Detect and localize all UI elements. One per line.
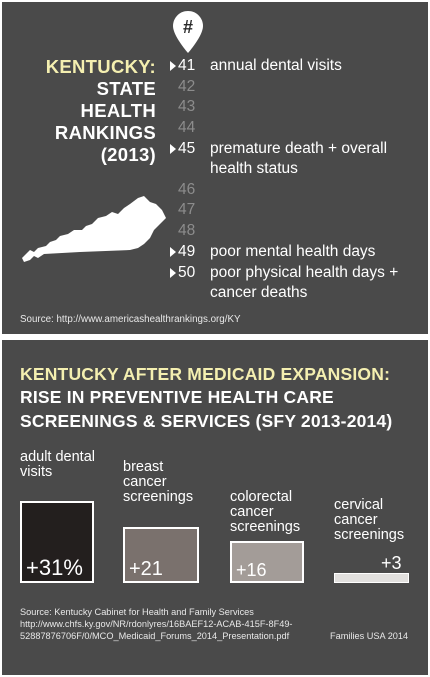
ranking-number: 45 — [178, 139, 196, 157]
ranking-row: 45 premature death + overall health statu… — [168, 139, 418, 180]
ranking-row: 42 — [168, 77, 418, 98]
pin-glyph: # — [183, 17, 193, 37]
bar-category-label: cervical cancer screenings — [334, 497, 405, 543]
ranking-row: 48 — [168, 221, 418, 242]
rankings-source: Source: http://www.americashealthranking… — [20, 314, 241, 325]
ranking-number: 43 — [178, 98, 196, 116]
credit: Families USA 2014 — [330, 631, 409, 641]
title-line-state-name: KENTUCKY: — [45, 56, 156, 77]
arrow-right-icon — [170, 143, 176, 154]
ranking-number: 50 — [178, 263, 196, 281]
bar — [230, 541, 304, 583]
ranking-row: 50 poor physical health days + cancer dea… — [168, 263, 418, 301]
map-pin-icon: # — [173, 11, 203, 53]
bar-category-label: adult dental visits — [20, 449, 95, 480]
title-line: (2013) — [100, 144, 156, 165]
ranking-label: premature death + overall health status — [210, 139, 388, 177]
bar-category-label: breast cancer screenings — [123, 459, 194, 505]
ranking-row: 47 — [168, 200, 418, 221]
bar — [20, 501, 94, 583]
kentucky-map-icon — [22, 196, 166, 262]
bar-value-label: +16 — [236, 560, 267, 580]
ranking-label: annual dental visits — [210, 57, 342, 74]
ranking-row: 41 annual dental visits — [168, 56, 418, 77]
chart-subheading: RISE IN PREVENTIVE HEALTH CARE SCREENING… — [20, 387, 393, 431]
ranking-row: 43 — [168, 97, 418, 118]
ranking-number: 44 — [178, 119, 196, 137]
chart-heading: KENTUCKY AFTER MEDICAID EXPANSION: — [20, 364, 391, 384]
bar-value-label: +21 — [129, 558, 163, 580]
bar — [334, 573, 409, 583]
ranking-row: 49 poor mental health days — [168, 242, 418, 263]
ranking-number: 49 — [178, 242, 196, 260]
bar-category-label: colorectal cancer screenings — [230, 489, 301, 535]
arrow-right-icon — [170, 246, 176, 257]
arrow-right-icon — [170, 61, 176, 71]
arrow-right-icon — [170, 267, 176, 278]
title-line: RANKINGS — [54, 122, 156, 143]
rankings-panel — [2, 2, 428, 334]
title-line: STATE — [96, 78, 156, 99]
ranking-row: 44 — [168, 118, 418, 139]
ranking-label: poor physical health days + cancer death… — [210, 263, 399, 301]
ranking-number: 42 — [178, 77, 196, 95]
rankings-list: 41 annual dental visits 42 43 44 45 premature … — [168, 56, 418, 301]
ranking-label: poor mental health days — [210, 242, 376, 260]
ranking-number: 48 — [178, 222, 196, 240]
ranking-number: 46 — [178, 180, 196, 198]
bar — [123, 527, 199, 583]
title-line: HEALTH — [80, 100, 156, 121]
chart-source: Source: Kentucky Cabinet for Health and … — [20, 607, 293, 641]
ranking-row: 46 — [168, 180, 418, 201]
bar-value-label: +3 — [381, 553, 402, 573]
bar-value-label: +31% — [26, 555, 83, 580]
ranking-number: 47 — [178, 201, 196, 219]
ranking-number: 41 — [178, 57, 196, 74]
rankings-title: KENTUCKY: STATE HEALTH RANKINGS (2013) — [46, 56, 156, 166]
